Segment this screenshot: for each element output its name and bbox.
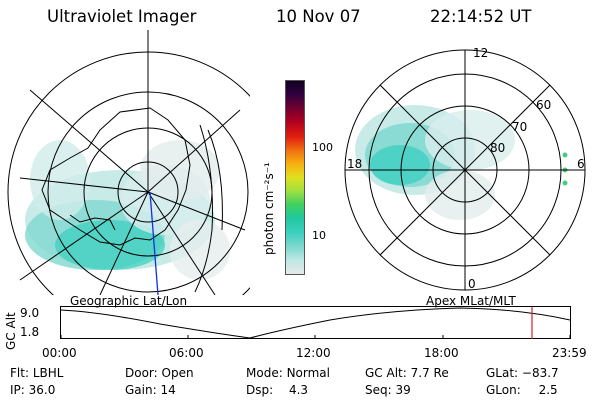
info-mode: Mode: Normal [246, 366, 330, 380]
magnetic-map [344, 49, 586, 291]
info-gain-value: 14 [160, 383, 176, 397]
altitude-ylabel: GC Alt [4, 312, 18, 350]
altitude-xtick-0600: 06:00 [169, 346, 204, 360]
altitude-plot [60, 306, 571, 339]
altitude-xtick-1800: 18:00 [424, 346, 459, 360]
info-gc-alt: GC Alt: 7.7 Re [365, 366, 449, 380]
mlat-label-60: 60 [536, 98, 552, 112]
colorbar-tick-100: 100 [312, 141, 333, 154]
info-gc-alt-value: 7.7 Re [410, 366, 449, 380]
altitude-xtick-0000: 00:00 [42, 346, 77, 360]
info-dsp: Dsp: 4.3 [246, 383, 309, 397]
altitude-xticks [60, 335, 571, 339]
aurora-emission-left [25, 140, 230, 280]
info-glat: GLat: −83.7 [486, 366, 559, 380]
mlt-label-0: 0 [468, 277, 476, 291]
colorbar-tick-10: 10 [312, 229, 326, 242]
mlt-label-6: 6 [577, 157, 585, 171]
altitude-xtick-2359: 23:59 [552, 346, 587, 360]
info-seq-value: 39 [395, 383, 411, 397]
colorbar-label: photon cm⁻²s⁻¹ [262, 162, 276, 255]
geographic-caption: Geographic Lat/Lon [70, 294, 188, 308]
info-mode-value: Normal [286, 366, 330, 380]
altitude-ytick-1-8: 1.8 [20, 325, 40, 339]
info-glon: GLon: 2.5 [486, 383, 558, 397]
info-door: Door: Open [125, 366, 194, 380]
mlat-label-70: 70 [512, 120, 528, 134]
info-dsp-value: 4.3 [288, 383, 309, 397]
info-ip-value: 36.0 [28, 383, 56, 397]
info-filter: Flt: LBHL [10, 366, 64, 380]
info-gain: Gain: 14 [125, 383, 176, 397]
date-title: 10 Nov 07 [276, 7, 361, 26]
altitude-xtick-1200: 12:00 [296, 346, 331, 360]
instrument-title: Ultraviolet Imager [47, 7, 197, 26]
info-glat-value: −83.7 [521, 366, 559, 380]
info-filter-value: LBHL [32, 366, 64, 380]
geographic-map [7, 30, 250, 295]
info-ip: IP: 36.0 [10, 383, 56, 397]
mlt-lines [345, 50, 585, 290]
info-glon-value: 2.5 [538, 383, 558, 397]
altitude-ytick-9: 9.0 [20, 306, 40, 320]
mlat-label-80: 80 [490, 141, 506, 155]
altitude-curve [60, 307, 571, 339]
time-title: 22:14:52 UT [430, 7, 532, 26]
mlt-label-18: 18 [347, 157, 363, 171]
info-seq: Seq: 39 [365, 383, 411, 397]
nadir-track [149, 191, 159, 295]
colorbar [285, 80, 305, 275]
info-door-value: Open [161, 366, 194, 380]
coastline [41, 107, 191, 246]
aurora-emission-right [355, 105, 568, 220]
magnetic-caption: Apex MLat/MLT [426, 294, 516, 308]
mlt-label-12: 12 [473, 46, 489, 60]
